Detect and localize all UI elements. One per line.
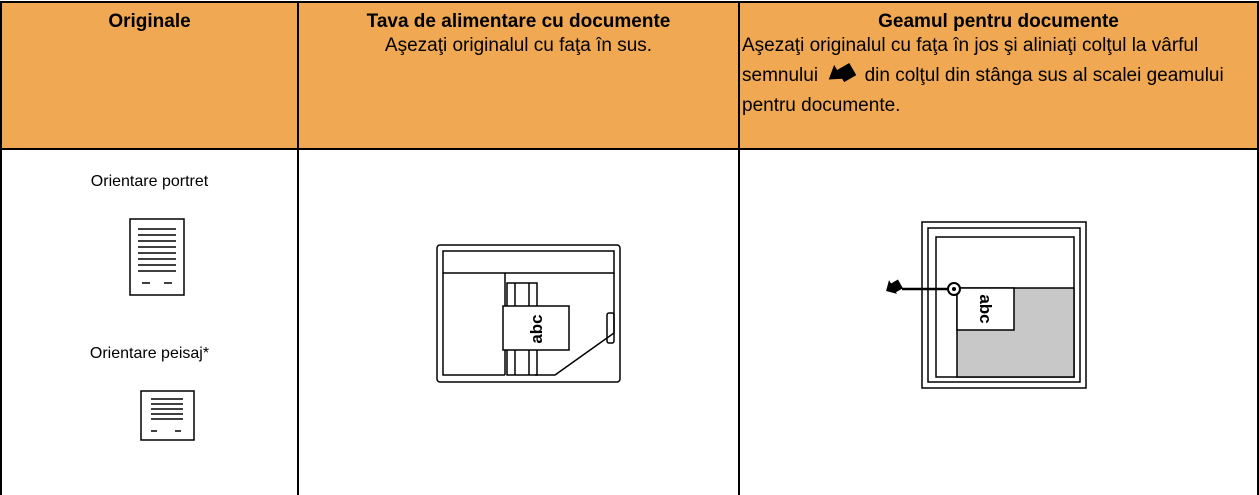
body-cell: abc <box>738 149 1259 495</box>
header-title: Geamul pentru documente <box>878 11 1119 32</box>
paper-label: abc <box>527 314 546 343</box>
header-cell: Geamul pentru documente Aşezaţi original… <box>738 1 1259 150</box>
header-text: din colţul din stânga sus al scalei geam… <box>742 65 1224 116</box>
landscape-label: Orientare peisaj* <box>89 345 210 362</box>
portrait-icon <box>129 218 185 296</box>
header-title: Originale <box>108 11 191 32</box>
border <box>1257 149 1259 495</box>
landscape-icon <box>140 390 195 441</box>
header-cell: Originale <box>0 1 297 150</box>
body-cell: Orientare portret Orientare peisaj* <box>0 149 297 495</box>
portrait-label: Orientare portret <box>90 173 209 190</box>
glass-illustration: abc <box>886 221 1087 389</box>
header-text: Aşezaţi originalul cu faţa în sus. <box>384 35 653 56</box>
corner-icon <box>829 63 857 83</box>
header-cell: Tava de alimentare cu documente Aşezaţi … <box>297 1 738 150</box>
header-title: Tava de alimentare cu documente <box>366 11 671 32</box>
paper-label: abc <box>976 294 995 323</box>
feeder-illustration: abc <box>436 244 621 383</box>
header-text: Aşezaţi originalul cu faţa în jos şi ali… <box>742 35 1199 86</box>
body-cell: abc <box>297 149 738 495</box>
header-text: Aşezaţi originalul cu faţa în jos şi ali… <box>740 31 1257 121</box>
